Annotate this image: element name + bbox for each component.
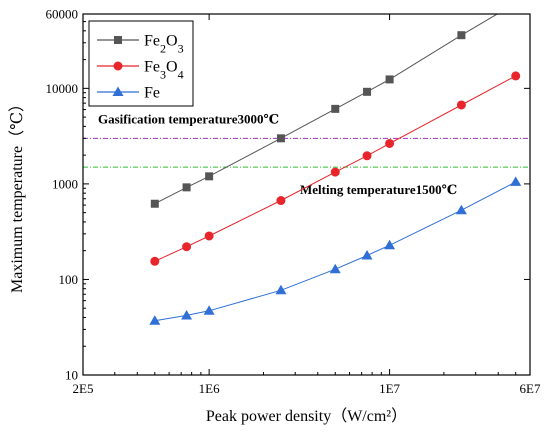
legend: Fe2O3 Fe3O4 Fe [88, 20, 194, 107]
data-point [384, 239, 396, 250]
x-tick-label: 1E7 [379, 381, 400, 396]
y-tick-label: 1000 [52, 176, 78, 191]
y-tick-label: 60000 [46, 7, 79, 22]
data-point [182, 183, 191, 192]
data-point [385, 75, 394, 84]
data-point [181, 309, 193, 320]
data-point [363, 87, 372, 96]
legend-label: Fe2O3 [144, 33, 184, 56]
data-point [329, 263, 341, 274]
legend-label: Fe3O4 [144, 59, 184, 82]
data-point [385, 138, 395, 148]
data-point [331, 104, 340, 113]
legend-marker [114, 36, 122, 44]
data-point [455, 204, 467, 215]
data-point [149, 315, 161, 325]
data-point [330, 167, 340, 177]
data-point [510, 176, 522, 186]
data-point [150, 256, 160, 266]
x-tick-label: 6E7 [520, 381, 541, 396]
plot-frame [82, 13, 531, 376]
y-tick-label: 10000 [46, 81, 79, 96]
data-point [361, 250, 373, 260]
x-tick-label: 1E6 [199, 381, 220, 396]
x-axis-title: Peak power density（W/cm²） [206, 407, 407, 425]
data-point [276, 134, 285, 143]
data-point [511, 71, 521, 81]
data-point [203, 305, 215, 315]
data-point [275, 284, 287, 295]
data-point [182, 242, 192, 252]
data-point [204, 231, 214, 241]
x-tick-label: 2E5 [73, 381, 94, 396]
data-point [362, 151, 372, 161]
data-point [150, 199, 159, 208]
data-point [276, 196, 286, 206]
reference-line-label: Melting temperature1500℃ [300, 182, 457, 197]
y-tick-label: 100 [59, 272, 79, 287]
reference-line-label: Gasification temperature3000℃ [98, 111, 279, 126]
legend-marker [113, 61, 123, 71]
series-line [154, 181, 516, 322]
y-axis-title: Maximum temperature（℃） [8, 96, 26, 293]
data-point [512, 0, 520, 7]
y-tick-label: 10 [65, 368, 78, 383]
legend-marker [112, 86, 124, 96]
legend-label: Fe [144, 85, 160, 102]
data-point [457, 31, 466, 40]
data-point [456, 100, 466, 110]
data-point [205, 172, 214, 181]
